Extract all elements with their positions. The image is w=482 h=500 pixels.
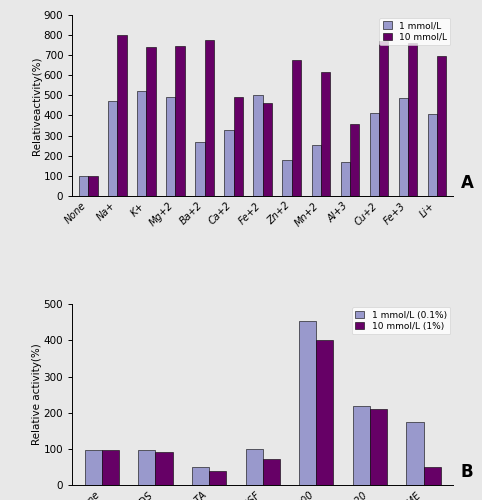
Text: A: A [461, 174, 474, 192]
Bar [117, 35, 127, 196]
Bar [370, 114, 379, 196]
Bar [254, 96, 263, 196]
Bar [379, 41, 388, 196]
Bar [175, 46, 185, 196]
Bar [195, 142, 204, 196]
Bar [138, 450, 155, 485]
Bar [350, 124, 359, 196]
Bar [108, 102, 117, 196]
Bar [428, 114, 437, 196]
Bar [406, 422, 424, 485]
Bar [424, 467, 441, 485]
Bar [282, 160, 292, 196]
Bar [88, 176, 97, 196]
Bar [321, 72, 330, 196]
Bar [408, 43, 417, 196]
Bar [147, 47, 156, 196]
Text: B: B [461, 464, 473, 481]
Legend: 1 mmol/L, 10 mmol/L: 1 mmol/L, 10 mmol/L [379, 18, 450, 45]
Bar [79, 176, 88, 196]
Legend: 1 mmol/L (0.1%), 10 mmol/L (1%): 1 mmol/L (0.1%), 10 mmol/L (1%) [352, 307, 450, 334]
Bar [245, 449, 263, 485]
Bar [166, 98, 175, 196]
Bar [263, 458, 280, 485]
Y-axis label: Relativeactivity(%): Relativeactivity(%) [32, 56, 42, 154]
Bar [370, 409, 387, 485]
Bar [102, 450, 119, 485]
Bar [234, 98, 243, 196]
Bar [192, 467, 209, 485]
Bar [341, 162, 350, 196]
Bar [353, 406, 370, 485]
Bar [224, 130, 234, 196]
Bar [155, 452, 173, 485]
Bar [437, 56, 446, 196]
Bar [204, 40, 214, 196]
Bar [263, 104, 272, 196]
Bar [137, 92, 147, 196]
Bar [209, 472, 226, 485]
Bar [299, 320, 316, 485]
Bar [85, 450, 102, 485]
Bar [316, 340, 334, 485]
Bar [311, 144, 321, 196]
Bar [292, 60, 301, 196]
Y-axis label: Relative activity(%): Relative activity(%) [32, 344, 42, 446]
Bar [399, 98, 408, 196]
